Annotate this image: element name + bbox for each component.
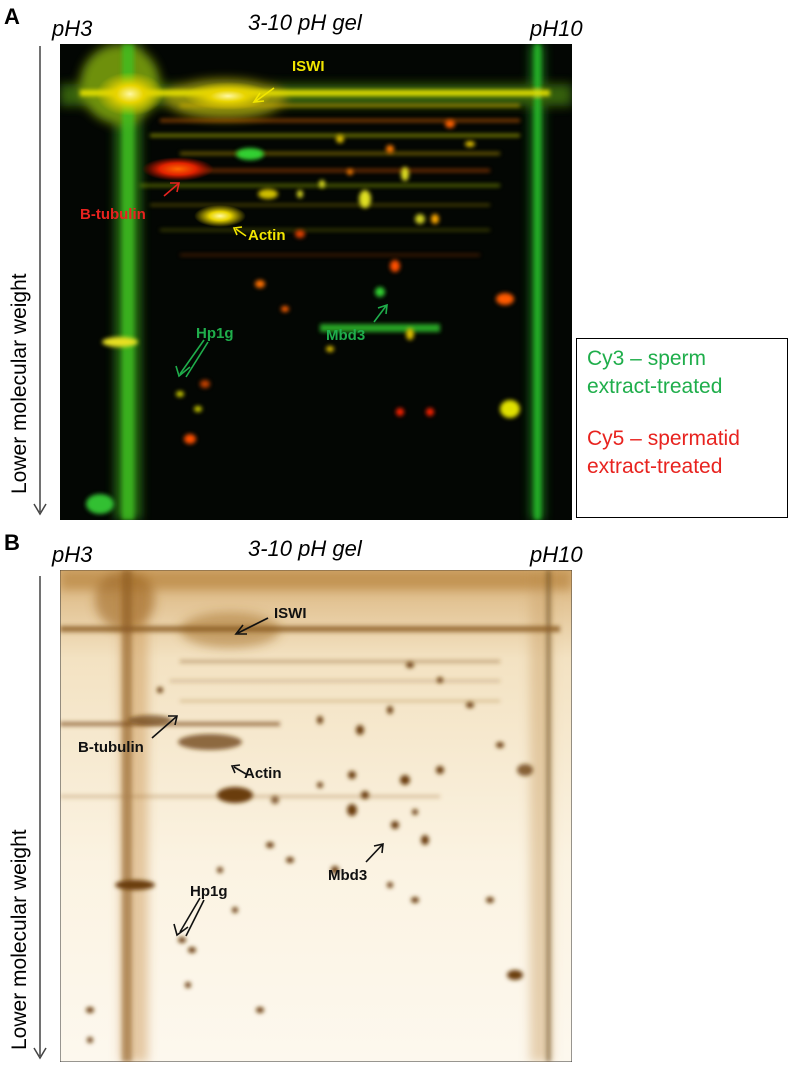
panel-b-ph10-label: pH10: [530, 542, 583, 567]
panel-b-letter: B: [4, 530, 20, 555]
panel-a-letter: A: [4, 4, 20, 29]
panel-b-iswi-label: ISWI: [274, 605, 307, 622]
panel-b-gel-title: 3-10 pH gel: [248, 536, 362, 561]
panel-b-ph3-label: pH3: [52, 542, 93, 567]
panel-b-btubulin-label: B-tubulin: [78, 739, 144, 756]
panel-b-hp1g-label: Hp1g: [190, 883, 228, 900]
panel-a-iswi-label: ISWI: [292, 58, 325, 75]
panel-a-hp1g-label: Hp1g: [196, 325, 234, 342]
panel-a-y-arrow: [33, 46, 47, 516]
panel-a-gel-title: 3-10 pH gel: [248, 10, 362, 35]
silver-stained-gel-image: ISWI B-tubulin Actin Hp1g Mbd3: [60, 570, 572, 1062]
channel-legend: Cy3 – sperm extract-treated Cy5 – sperma…: [576, 338, 788, 518]
panel-b-mbd3-label: Mbd3: [328, 867, 367, 884]
panel-a-btubulin-label: B-tubulin: [80, 206, 146, 223]
panel-a-actin-label: Actin: [248, 227, 286, 244]
panel-a-ph3-label: pH3: [52, 16, 93, 41]
panel-b-y-arrow: [33, 576, 47, 1060]
panel-a-y-axis-label: Lower molecular weight: [8, 273, 31, 494]
panel-b-y-axis-label: Lower molecular weight: [8, 829, 31, 1050]
fluorescent-dige-gel-image: ISWI B-tubulin Actin Hp1g Mbd3: [60, 44, 572, 520]
legend-cy3-line1: Cy3 – sperm: [587, 347, 707, 370]
panel-b-actin-label: Actin: [244, 765, 282, 782]
panel-a-mbd3-label: Mbd3: [326, 327, 365, 344]
panel-a-ph10-label: pH10: [530, 16, 583, 41]
legend-cy3-line2: extract-treated: [587, 375, 723, 398]
legend-cy5-line2: extract-treated: [587, 455, 723, 478]
legend-cy5-line1: Cy5 – spermatid: [587, 427, 740, 450]
